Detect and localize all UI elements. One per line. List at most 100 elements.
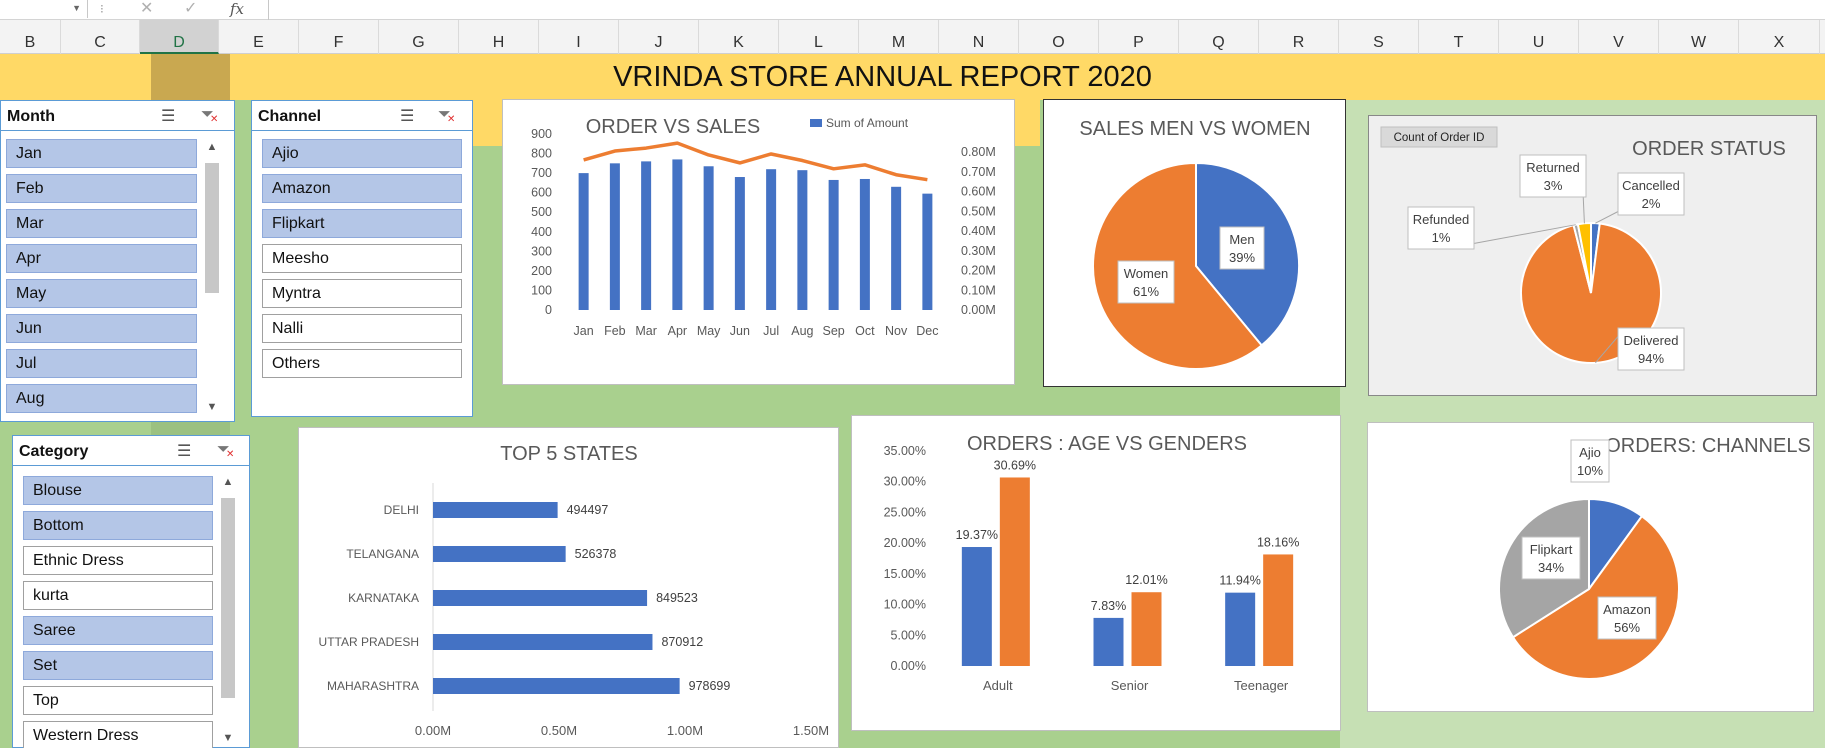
column-header-k[interactable]: K	[699, 20, 779, 54]
orders-channels-chart[interactable]: ORDERS: CHANNELS Ajio 10% Amazon 56% Flipkart…	[1367, 422, 1814, 712]
column-header-u[interactable]: U	[1499, 20, 1579, 54]
data-label-returned: Returned	[1526, 160, 1579, 175]
fx-icon[interactable]: fx	[230, 0, 245, 18]
title-banner	[0, 54, 1825, 100]
column-header-g[interactable]: G	[379, 20, 459, 54]
column-header-w[interactable]: W	[1659, 20, 1739, 54]
chart-title: ORDERS : AGE VS GENDERS	[967, 433, 1247, 455]
slicer-item-flipkart[interactable]: Flipkart	[262, 209, 462, 238]
left-tick-label: 600	[531, 186, 552, 200]
month-scrollbar[interactable]: ▲ ▼	[203, 141, 221, 413]
slicer-item-myntra[interactable]: Myntra	[262, 279, 462, 308]
column-header-o[interactable]: O	[1019, 20, 1099, 54]
chevron-down-icon[interactable]: ▼	[72, 3, 81, 13]
column-header-s[interactable]: S	[1339, 20, 1419, 54]
scroll-down-icon[interactable]: ▼	[222, 732, 234, 744]
sales-men-women-chart[interactable]: SALES MEN VS WOMEN Men 39% Women 61%	[1043, 99, 1346, 387]
column-header-q[interactable]: Q	[1179, 20, 1259, 54]
column-header-n[interactable]: N	[939, 20, 1019, 54]
data-label-returned-box	[1519, 154, 1587, 198]
slicer-title: Month	[7, 108, 55, 125]
column-header-d[interactable]: D	[140, 20, 219, 54]
data-label-men: Men	[1229, 232, 1254, 247]
clear-filter-icon[interactable]: ⏷ ✕	[217, 441, 235, 460]
slicer-item-top[interactable]: Top	[23, 686, 213, 715]
column-header-r[interactable]: R	[1259, 20, 1339, 54]
scroll-thumb[interactable]	[221, 498, 235, 698]
slicer-item-saree[interactable]: Saree	[23, 616, 213, 645]
column-header-i[interactable]: I	[539, 20, 619, 54]
multi-select-icon[interactable]: ☰	[400, 108, 415, 125]
slicer-item-may[interactable]: May	[6, 279, 197, 308]
scroll-down-icon[interactable]: ▼	[206, 401, 218, 413]
slicer-item-apr[interactable]: Apr	[6, 244, 197, 273]
data-label-women: 61%	[1133, 284, 1159, 299]
column-header-p[interactable]: P	[1099, 20, 1179, 54]
slicer-item-jun[interactable]: Jun	[6, 314, 197, 343]
month-slicer[interactable]: Month ☰ ⏷ ✕ Jan Feb Mar Apr May Jun Jul Aug ▲ ▼	[0, 100, 235, 422]
slicer-item-others[interactable]: Others	[262, 349, 462, 378]
column-header-j[interactable]: J	[619, 20, 699, 54]
enter-icon[interactable]: ✓	[184, 0, 198, 17]
scroll-thumb[interactable]	[205, 163, 219, 293]
chart-title: ORDER STATUS	[1632, 138, 1786, 160]
multi-select-icon[interactable]: ☰	[177, 443, 192, 460]
slicer-item-bottom[interactable]: Bottom	[23, 511, 213, 540]
category-scrollbar[interactable]: ▲ ▼	[219, 476, 237, 744]
column-header-b[interactable]: B	[0, 20, 61, 54]
column-header-e[interactable]: E	[219, 20, 299, 54]
data-label: 30.69%	[994, 458, 1036, 472]
column-header-m[interactable]: M	[859, 20, 939, 54]
leader-line	[1595, 332, 1622, 364]
data-label-delivered-box	[1617, 327, 1685, 371]
column-header-l[interactable]: L	[779, 20, 859, 54]
order-vs-sales-chart[interactable]: ORDER VS SALES Sum of Amount 900 800 700 600 5…	[502, 99, 1015, 385]
cancel-icon[interactable]: ✕	[140, 0, 154, 17]
channel-slicer[interactable]: Channel ☰ ⏷ ✕ Ajio Amazon Flipkart Meesho Myn…	[251, 100, 473, 417]
slicer-item-ajio[interactable]: Ajio	[262, 139, 462, 168]
data-label-delivered: 94%	[1638, 351, 1664, 366]
slicer-item-kurta[interactable]: kurta	[23, 581, 213, 610]
clear-filter-icon[interactable]: ⏷ ✕	[201, 106, 219, 125]
column-header-c[interactable]: C	[61, 20, 140, 54]
data-label-ajio: 10%	[1577, 463, 1603, 478]
data-label-flipkart: Flipkart	[1530, 542, 1573, 557]
order-status-chart[interactable]: Count of Order ID ORDER STATUS Cancelled 2%…	[1368, 115, 1817, 396]
bar-teenager-series-2	[1263, 554, 1294, 666]
column-header-h[interactable]: H	[459, 20, 539, 54]
slicer-item-jul[interactable]: Jul	[6, 349, 197, 378]
scroll-up-icon[interactable]: ▲	[206, 141, 218, 153]
scroll-up-icon[interactable]: ▲	[222, 476, 234, 488]
slicer-item-ethnic-dress[interactable]: Ethnic Dress	[23, 546, 213, 575]
slicer-title: Category	[19, 443, 89, 460]
column-header-v[interactable]: V	[1579, 20, 1659, 54]
slice-women	[1092, 161, 1264, 370]
slicer-item-nalli[interactable]: Nalli	[262, 314, 462, 343]
data-label-refunded: Refunded	[1413, 212, 1469, 227]
formula-input[interactable]	[270, 0, 1825, 19]
orders-age-genders-chart[interactable]: ORDERS : AGE VS GENDERS 35.00% 30.00% 25.00…	[851, 415, 1341, 731]
clear-filter-icon[interactable]: ⏷ ✕	[438, 106, 456, 125]
slicer-item-jan[interactable]: Jan	[6, 139, 197, 168]
multi-select-icon[interactable]: ☰	[161, 108, 176, 125]
category-label: Jan	[574, 324, 594, 338]
column-header-t[interactable]: T	[1419, 20, 1499, 54]
slicer-item-set[interactable]: Set	[23, 651, 213, 680]
data-label: 18.16%	[1257, 535, 1299, 549]
column-header-x[interactable]: X	[1739, 20, 1820, 54]
name-box[interactable]: ▼	[0, 0, 88, 18]
column-header-f[interactable]: F	[299, 20, 379, 54]
top-5-states-chart[interactable]: TOP 5 STATES DELHI 494497 TELANGANA 526378 KA…	[298, 427, 839, 748]
more-icon: ⁝	[100, 2, 104, 16]
slicer-item-feb[interactable]: Feb	[6, 174, 197, 203]
slicer-item-amazon[interactable]: Amazon	[262, 174, 462, 203]
slicer-item-meesho[interactable]: Meesho	[262, 244, 462, 273]
data-label-ajio: Ajio	[1579, 445, 1601, 460]
category-slicer[interactable]: Category ☰ ⏷ ✕ Blouse Bottom Ethnic Dress ku…	[12, 435, 250, 750]
selected-cell[interactable]	[151, 54, 230, 100]
data-label-flipkart: 34%	[1538, 560, 1564, 575]
slicer-item-western-dress[interactable]: Western Dress	[23, 721, 213, 750]
slicer-item-blouse[interactable]: Blouse	[23, 476, 213, 505]
slicer-item-aug[interactable]: Aug	[6, 384, 197, 413]
slicer-item-mar[interactable]: Mar	[6, 209, 197, 238]
